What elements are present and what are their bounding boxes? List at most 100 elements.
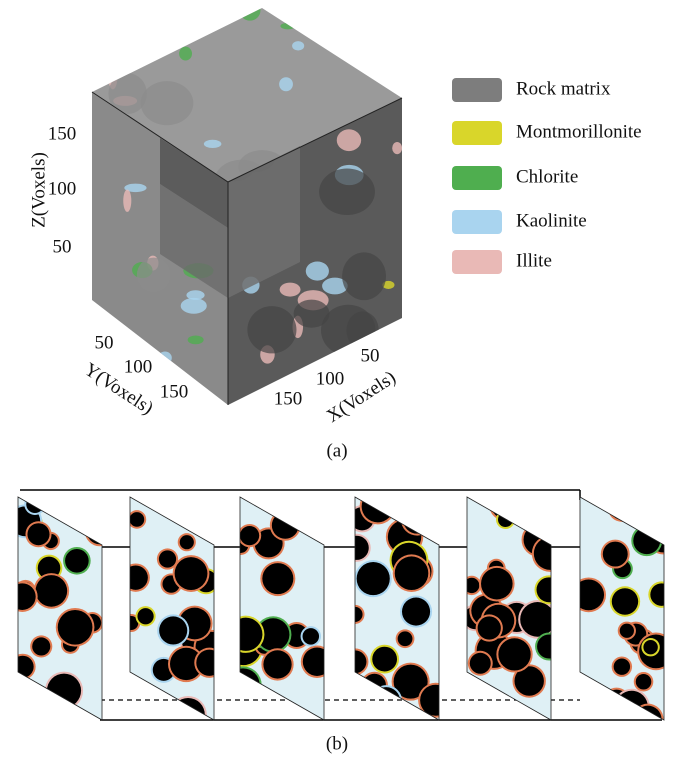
mineral-patch	[186, 290, 204, 300]
legend-label: Rock matrix	[516, 78, 611, 99]
tick-label: 50	[361, 345, 380, 366]
grain	[491, 490, 520, 519]
grain-rim	[401, 503, 434, 536]
tick-label: 150	[274, 388, 303, 409]
grain	[534, 537, 567, 570]
grain	[263, 650, 291, 678]
grain-rim	[85, 517, 114, 546]
grain-rim	[299, 483, 337, 521]
grain	[402, 598, 430, 626]
grain	[58, 610, 93, 645]
mineral-patch	[188, 335, 204, 344]
grain	[346, 311, 378, 349]
grain-rim	[302, 497, 326, 521]
mineral-patch	[94, 36, 109, 57]
grain	[274, 488, 308, 522]
grain-rim	[309, 495, 330, 516]
grain-rim	[257, 696, 293, 732]
mineral-patch	[185, 0, 193, 13]
grain	[365, 0, 419, 35]
mineral-patch	[298, 19, 322, 33]
grain	[398, 631, 413, 646]
legend-label: Kaolinite	[516, 210, 587, 231]
grain	[272, 512, 299, 539]
mineral-patch	[279, 77, 293, 91]
grain	[481, 568, 513, 600]
tick-label: 100	[124, 356, 153, 377]
grain	[9, 583, 36, 610]
grain	[311, 497, 328, 514]
tick-label: 150	[48, 123, 77, 144]
grain	[130, 512, 145, 527]
mineral-patch	[389, 392, 412, 414]
grain	[303, 628, 319, 644]
mineral-patch	[170, 6, 184, 13]
mineral-patch	[181, 298, 207, 314]
grain	[159, 550, 176, 567]
grain-rim	[124, 687, 157, 720]
legend-swatch	[452, 121, 502, 145]
grain-rim	[272, 486, 310, 524]
grain	[620, 624, 634, 638]
grain	[372, 647, 397, 672]
legend-swatch	[452, 166, 502, 190]
mineral-patch	[239, 0, 260, 21]
mineral-patch	[122, 31, 154, 41]
grain	[259, 698, 291, 730]
grain	[478, 616, 501, 639]
legend-label: Illite	[516, 250, 552, 271]
mineral-patch	[131, 22, 156, 40]
grain	[65, 549, 89, 573]
grain	[614, 658, 630, 674]
mineral-patch	[337, 129, 361, 151]
legend-swatch	[452, 78, 502, 102]
mineral-patch	[125, 15, 133, 36]
grain	[159, 616, 187, 644]
grain	[141, 81, 194, 125]
grain	[319, 169, 375, 216]
grain	[520, 602, 555, 637]
grain-rim	[618, 708, 637, 727]
grain	[470, 653, 491, 674]
legend-swatch	[452, 250, 502, 274]
figure: Z(Voxels) Y(Voxels) X(Voxels) 5010015050…	[0, 0, 674, 765]
mineral-patch	[325, 5, 357, 15]
grain	[357, 562, 390, 595]
tick-label: 100	[48, 178, 77, 199]
mineral-patch	[392, 142, 402, 154]
grain	[304, 499, 324, 519]
grain	[636, 674, 652, 690]
caption: (b)	[326, 733, 348, 754]
mineral-patch	[363, 19, 388, 32]
grain	[229, 618, 262, 651]
grain	[126, 16, 161, 57]
grain	[123, 565, 147, 589]
grain	[196, 650, 222, 676]
mineral-patch	[185, 399, 206, 407]
grain	[498, 638, 530, 670]
caption: (a)	[326, 440, 347, 461]
grain	[581, 690, 604, 713]
tick-label: 100	[316, 368, 345, 389]
z-axis-label: Z(Voxels)	[28, 152, 49, 228]
grain	[137, 608, 153, 624]
grain-rim	[579, 688, 606, 715]
grain	[115, 22, 141, 59]
grain	[342, 252, 386, 300]
mineral-patch	[143, 9, 162, 25]
grain	[403, 505, 432, 534]
grain	[36, 575, 68, 607]
mineral-patch	[145, 25, 168, 39]
mineral-patch	[337, 4, 367, 23]
grain	[47, 674, 81, 708]
grain	[102, 38, 129, 58]
grain	[240, 526, 259, 545]
grain	[78, 482, 113, 517]
grain	[372, 687, 400, 715]
grain	[345, 536, 369, 560]
grain	[603, 542, 628, 567]
legend-label: Montmorillonite	[516, 121, 642, 142]
grain	[537, 577, 562, 602]
mineral-patch	[123, 189, 131, 211]
grain	[395, 556, 429, 590]
